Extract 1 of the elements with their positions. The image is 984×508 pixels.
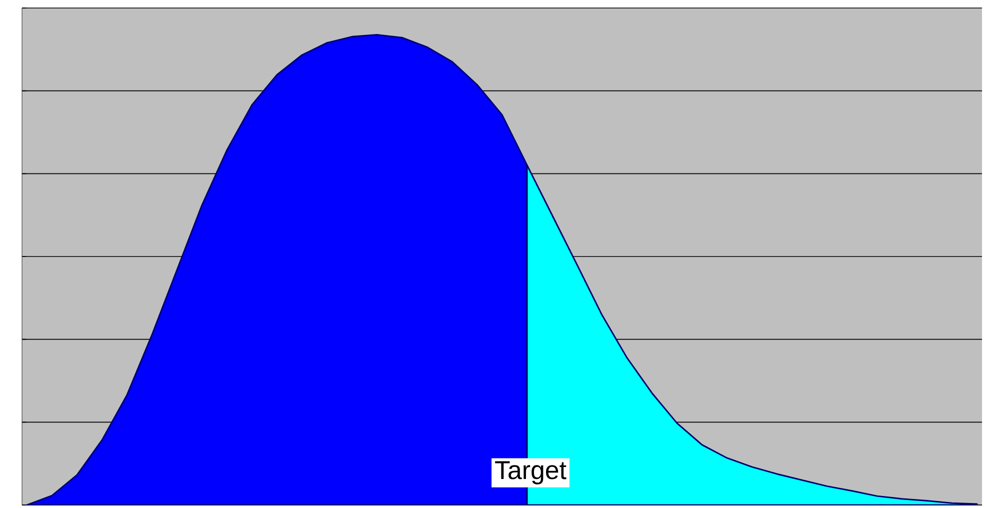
annotation: Target bbox=[495, 461, 566, 484]
